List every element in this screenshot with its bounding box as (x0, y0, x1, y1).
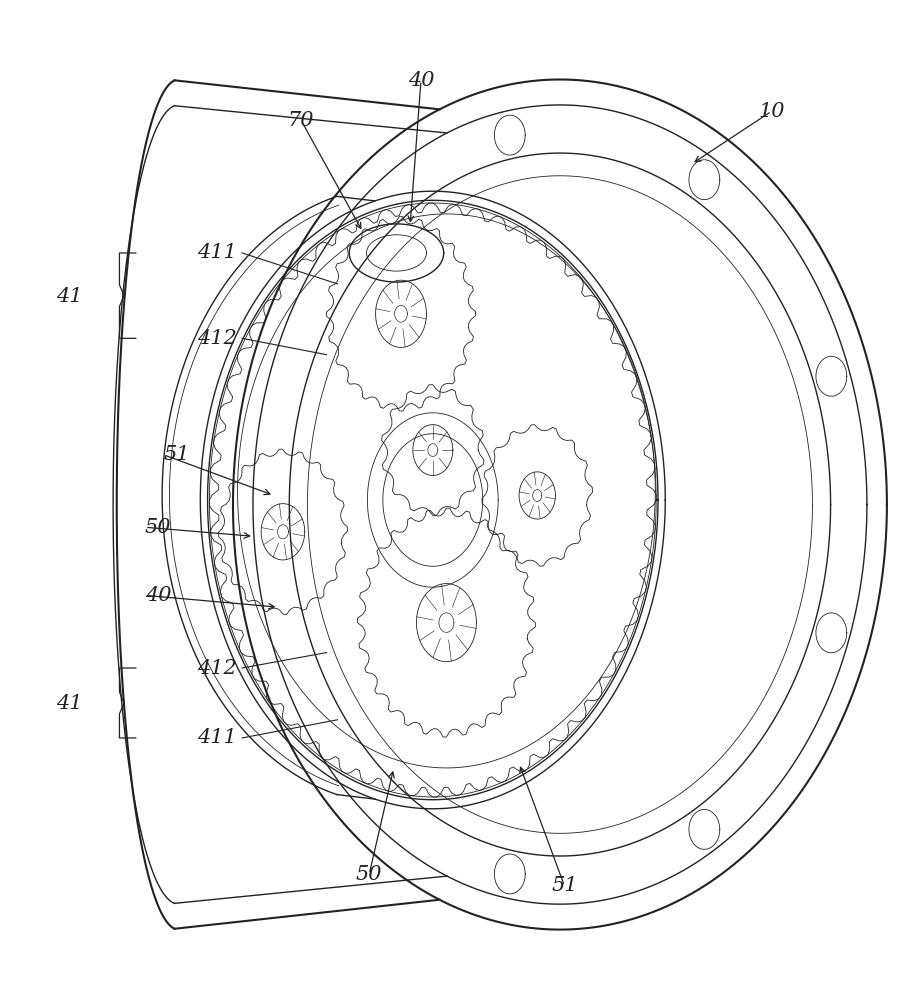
Text: 51: 51 (551, 876, 578, 895)
Text: 51: 51 (163, 445, 189, 464)
Text: 411: 411 (197, 243, 237, 262)
Text: 40: 40 (145, 586, 171, 605)
Text: 50: 50 (145, 518, 171, 537)
Text: 412: 412 (197, 329, 237, 348)
Text: 412: 412 (197, 659, 237, 678)
Text: 41: 41 (56, 287, 82, 306)
Text: 50: 50 (356, 865, 383, 884)
Text: 70: 70 (288, 111, 314, 130)
Text: 411: 411 (197, 728, 237, 747)
Text: 40: 40 (408, 71, 435, 90)
Text: 10: 10 (758, 102, 784, 121)
Text: 41: 41 (56, 694, 82, 713)
